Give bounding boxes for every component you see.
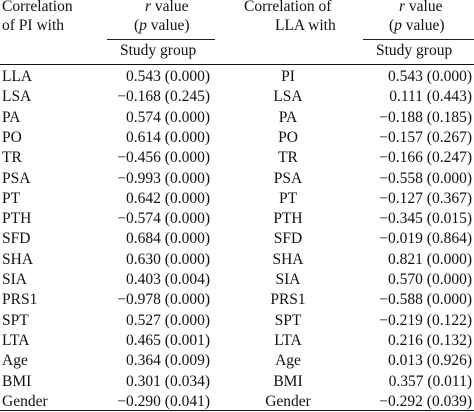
left-value-cell: −0.290 (0.041) [117, 392, 210, 410]
left-value-cell: 0.642 (0.000) [126, 189, 210, 207]
left-value-cell: 0.364 (0.009) [126, 352, 210, 370]
left-value-cell: 0.403 (0.004) [126, 271, 210, 288]
left-value-cell: −0.978 (0.000) [117, 291, 210, 309]
left-variable-cell: SIA [2, 271, 27, 288]
left-value-cell: 0.574 (0.000) [126, 108, 210, 126]
right-value-cell: 0.216 (0.132) [388, 331, 472, 349]
right-variable-cell: SPT [274, 311, 302, 329]
value-word: value) [146, 17, 190, 34]
right-value-cell: −0.588 (0.000) [379, 291, 472, 309]
right-variable-cell: PI [281, 68, 295, 85]
left-variable-cell: PA [2, 108, 21, 126]
left-value-cell: 0.684 (0.000) [126, 230, 210, 248]
right-value-cell: 0.013 (0.926) [388, 352, 472, 370]
value-word: value [405, 0, 443, 15]
right-variable-cell: Gender [265, 392, 311, 410]
right-label-line1: Correlation of [244, 0, 332, 15]
left-value-cell: −0.993 (0.000) [117, 169, 210, 187]
right-value-cell: −0.157 (0.267) [379, 128, 472, 146]
left-variable-cell: Gender [2, 392, 48, 410]
r-symbol: r [399, 0, 406, 15]
right-variable-cell: PTH [273, 210, 303, 228]
right-value-cell: 0.543 (0.000) [388, 68, 472, 85]
left-label-line1: Correlation [2, 0, 73, 15]
right-variable-cell: SHA [272, 250, 304, 268]
right-value-cell: −0.166 (0.247) [379, 149, 472, 167]
left-variable-cell: PSA [2, 169, 31, 187]
left-value-cell: 0.543 (0.000) [126, 68, 210, 85]
left-variable-cell: LSA [2, 88, 32, 106]
right-value-header-line1: r value [399, 0, 443, 16]
right-value-cell: 0.111 (0.443) [389, 88, 472, 106]
right-value-cell: −0.188 (0.185) [379, 108, 472, 126]
left-value-header-line1: r value [145, 0, 189, 16]
right-variable-cell: LTA [274, 331, 302, 349]
open-paren: ( [389, 17, 395, 34]
left-value-cell: 0.465 (0.001) [126, 331, 210, 349]
left-group-label: Study group [120, 42, 197, 59]
right-value-header-line2: (p value) [389, 16, 445, 35]
right-variable-cell: PT [278, 189, 298, 207]
value-word: value [151, 0, 189, 15]
left-variable-cell: PT [2, 189, 21, 207]
p-symbol: p [139, 17, 147, 34]
right-variable-cell: PA [278, 108, 298, 126]
right-value-cell: −0.127 (0.367) [379, 189, 472, 207]
left-variable-cell: LLA [2, 68, 33, 85]
left-variable-cell: SPT [2, 311, 29, 329]
left-value-header-line2: (p value) [134, 16, 190, 35]
left-variable-cell: SFD [2, 230, 31, 248]
right-value-cell: −0.345 (0.015) [379, 210, 472, 228]
right-variable-cell: BMI [273, 372, 303, 390]
right-variable-cell: TR [278, 149, 298, 167]
left-value-cell: −0.574 (0.000) [117, 210, 210, 228]
left-variable-cell: BMI [2, 372, 32, 390]
right-variable-cell: PSA [273, 169, 303, 187]
right-value-cell: −0.558 (0.000) [379, 169, 472, 187]
open-paren: ( [134, 17, 140, 34]
left-value-cell: 0.301 (0.034) [126, 372, 210, 390]
left-variable-cell: PRS1 [2, 291, 38, 309]
left-value-cell: 0.527 (0.000) [126, 311, 210, 329]
left-value-cell: 0.614 (0.000) [126, 128, 210, 146]
left-variable-cell: PTH [2, 210, 32, 228]
right-variable-cell: LSA [273, 88, 303, 106]
right-value-cell: −0.219 (0.122) [379, 311, 472, 329]
left-group-rule [107, 39, 215, 40]
right-variable-cell: SFD [273, 230, 303, 248]
right-value-cell: 0.570 (0.000) [388, 271, 472, 288]
header-bottom-rule [0, 64, 474, 65]
table-bottom-rule [0, 410, 474, 411]
left-variable-cell: SHA [2, 250, 34, 268]
right-variable-cell: SIA [275, 271, 301, 288]
left-label-line2: of PI with [2, 17, 64, 34]
right-variable-cell: PRS1 [270, 291, 306, 309]
right-variable-cell: Age [275, 352, 301, 370]
right-group-rule [363, 39, 474, 40]
right-value-cell: −0.019 (0.864) [379, 230, 472, 248]
left-value-cell: −0.168 (0.245) [117, 88, 210, 106]
right-value-cell: 0.357 (0.011) [388, 372, 472, 390]
right-variable-cell: PO [278, 128, 298, 146]
left-value-cell: −0.456 (0.000) [117, 149, 210, 167]
left-variable-cell: TR [2, 149, 22, 167]
left-variable-cell: Age [2, 352, 28, 370]
right-value-cell: −0.292 (0.039) [379, 392, 472, 410]
p-symbol: p [394, 17, 402, 34]
left-variable-cell: PO [2, 128, 22, 146]
left-value-cell: 0.630 (0.000) [126, 250, 210, 268]
value-word: value) [401, 17, 445, 34]
right-value-cell: 0.821 (0.000) [388, 250, 472, 268]
right-group-label: Study group [376, 42, 453, 59]
right-label-line2: LLA with [275, 17, 336, 34]
left-variable-cell: LTA [2, 331, 30, 349]
r-symbol: r [145, 0, 152, 15]
